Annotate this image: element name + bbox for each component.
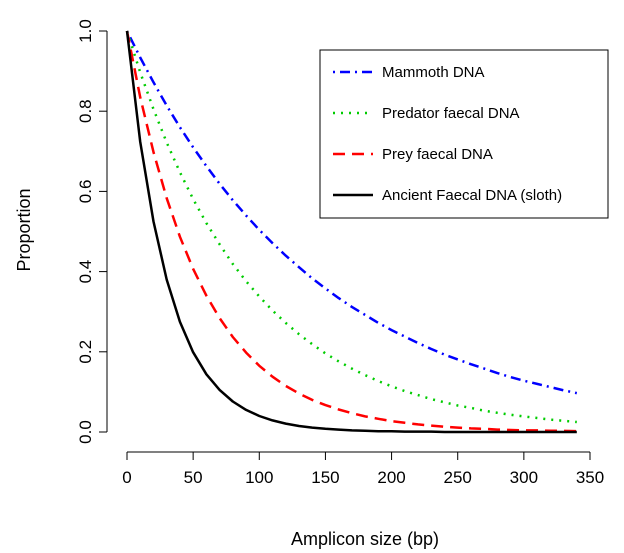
legend-box [319,49,609,219]
series-line-4 [125,30,577,434]
legend: Mammoth DNA Predator faecal DNA Prey faeca… [319,49,609,219]
x-axis-title: Amplicon size (bp) [291,529,439,549]
y-tick-label: 0.6 [76,180,95,204]
x-tick-label: 0 [122,468,131,487]
y-tick-label: 0.8 [76,99,95,123]
x-tick-label: 200 [377,468,405,487]
series-lines [125,30,578,434]
legend-label: Mammoth DNA [382,64,485,81]
series-line-2 [125,30,577,424]
y-tick-label: 1.0 [76,19,95,43]
series-line-1 [125,30,578,395]
legend-label: Prey faecal DNA [382,146,493,163]
y-tick-label: 0.0 [76,420,95,444]
y-tick-label: 0.2 [76,340,95,364]
x-tick-label: 350 [576,468,604,487]
legend-label: Ancient Faecal DNA (sloth) [382,187,562,204]
legend-label: Predator faecal DNA [382,105,520,122]
x-tick-label: 150 [311,468,339,487]
x-tick-label: 100 [245,468,273,487]
y-tick-label: 0.4 [76,260,95,284]
y-axis: 0.0 0.2 0.4 0.6 0.8 1.0 [76,19,108,444]
x-axis: 0 50 100 150 200 250 300 350 [122,451,604,487]
x-tick-label: 250 [444,468,472,487]
series-line-3 [125,30,577,433]
x-tick-label: 50 [184,468,203,487]
y-axis-title: Proportion [14,188,34,271]
x-tick-label: 300 [510,468,538,487]
